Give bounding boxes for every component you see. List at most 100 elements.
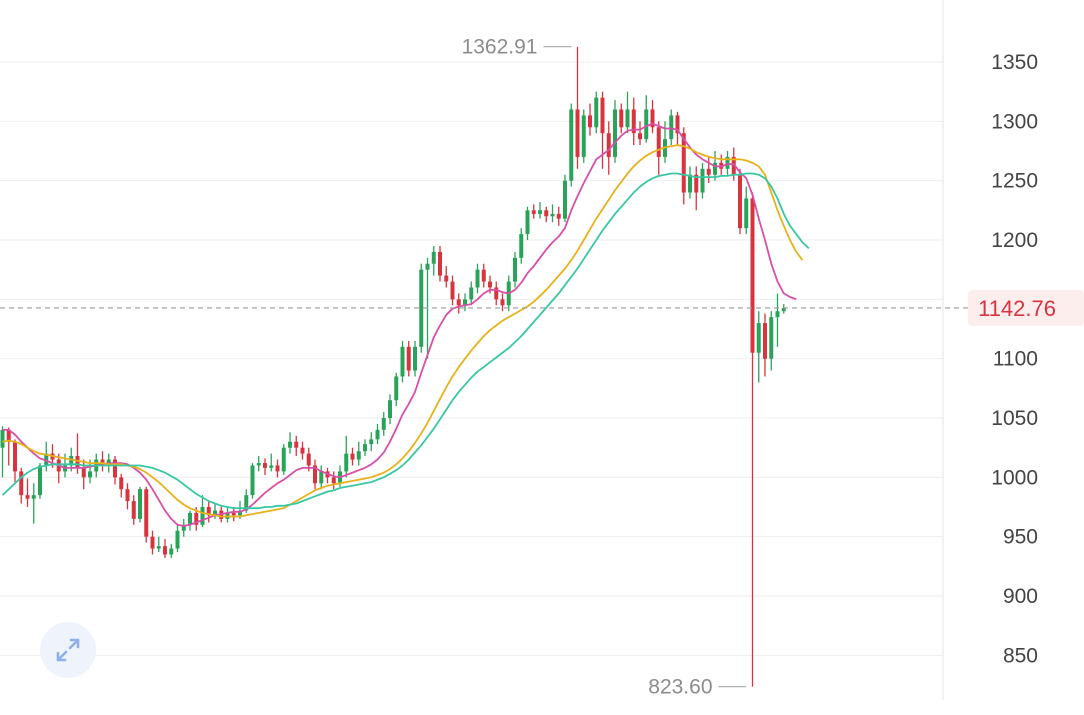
candle-body: [619, 109, 624, 128]
y-tick-label: 1200: [991, 229, 1038, 252]
candle: [369, 432, 374, 452]
candle: [413, 340, 417, 377]
candle-body: [6, 429, 11, 442]
candle-body: [588, 115, 592, 128]
candle: [406, 340, 411, 377]
candle: [744, 186, 749, 235]
candle-body: [450, 281, 455, 300]
candle: [19, 467, 24, 504]
candle-body: [156, 546, 161, 549]
candle: [169, 543, 174, 559]
candle-body: [544, 210, 549, 217]
candle-body: [163, 546, 167, 555]
candle-body: [550, 213, 555, 217]
ma-line: [2, 122, 797, 527]
candle-body: [381, 418, 386, 430]
candle-body: [294, 441, 299, 448]
candle: [381, 412, 386, 436]
candle-body: [494, 287, 499, 300]
candle: [231, 507, 236, 522]
candle-body: [500, 299, 505, 306]
candle: [288, 432, 292, 454]
candle: [588, 103, 592, 136]
candle-body: [750, 198, 755, 353]
candle: [431, 245, 436, 276]
candle-body: [306, 453, 311, 466]
candle: [344, 435, 349, 478]
candle-body: [200, 507, 205, 525]
candle: [100, 451, 105, 472]
candle-body: [425, 263, 430, 270]
candle: [463, 293, 467, 312]
grid-lines: [0, 0, 944, 700]
candle-body: [575, 109, 580, 157]
candle: [188, 510, 192, 531]
candle: [625, 91, 630, 134]
candle: [619, 103, 624, 134]
y-tick-label: 1100: [993, 348, 1038, 371]
candle: [550, 204, 555, 223]
candle-body: [775, 311, 780, 318]
candle-body: [581, 115, 586, 157]
candle-body: [756, 323, 761, 353]
candle: [269, 453, 274, 472]
candle-body: [781, 307, 786, 312]
candle: [213, 503, 217, 519]
candle: [444, 266, 449, 288]
expand-button[interactable]: [40, 622, 96, 678]
candle: [644, 95, 649, 143]
candle-body: [125, 489, 130, 502]
candle-body: [638, 133, 642, 140]
candle-body: [169, 548, 174, 555]
candle-body: [69, 455, 74, 466]
candle: [331, 471, 336, 490]
candle: [38, 463, 42, 499]
candle: [750, 192, 755, 687]
candle-body: [175, 530, 180, 549]
candle-body: [31, 495, 36, 499]
candle-body: [731, 156, 736, 175]
candle-body: [650, 109, 655, 128]
y-tick-label: 900: [1003, 585, 1038, 608]
candle: [538, 202, 542, 219]
candle-body: [744, 198, 749, 229]
candle-body: [738, 174, 742, 229]
candle: [394, 372, 399, 407]
candle: [475, 263, 480, 294]
candle: [375, 423, 380, 445]
current-price-label: 1142.76: [978, 296, 1056, 321]
candle-body: [13, 441, 17, 472]
candle: [594, 91, 599, 134]
y-tick-label: 1050: [991, 407, 1038, 430]
candle: [613, 99, 617, 163]
candle-body: [600, 97, 605, 134]
candle: [675, 111, 680, 146]
y-tick-label: 1250: [991, 170, 1038, 193]
candle-body: [138, 489, 142, 519]
candle-body: [419, 269, 424, 347]
candle: [388, 394, 392, 424]
candle-body: [613, 109, 617, 157]
candle: [556, 206, 561, 226]
candle: [300, 441, 305, 460]
candle: [400, 340, 405, 383]
candle-body: [394, 376, 399, 401]
candle: [656, 121, 661, 175]
candle-body: [363, 444, 367, 452]
candle-body: [81, 467, 86, 478]
candle: [700, 162, 705, 199]
candle-body: [344, 453, 349, 472]
candle-body: [488, 281, 492, 288]
candle-body: [113, 459, 117, 478]
candle-body: [288, 441, 292, 448]
candle-body: [144, 489, 149, 537]
candle: [638, 121, 642, 146]
candle: [519, 228, 524, 264]
candle: [500, 293, 505, 312]
candle-body: [206, 507, 211, 516]
max-price-label: 1362.91: [462, 36, 538, 59]
candle-body: [525, 210, 530, 235]
candle: [450, 275, 455, 306]
candle: [131, 495, 136, 525]
candle: [575, 46, 580, 169]
